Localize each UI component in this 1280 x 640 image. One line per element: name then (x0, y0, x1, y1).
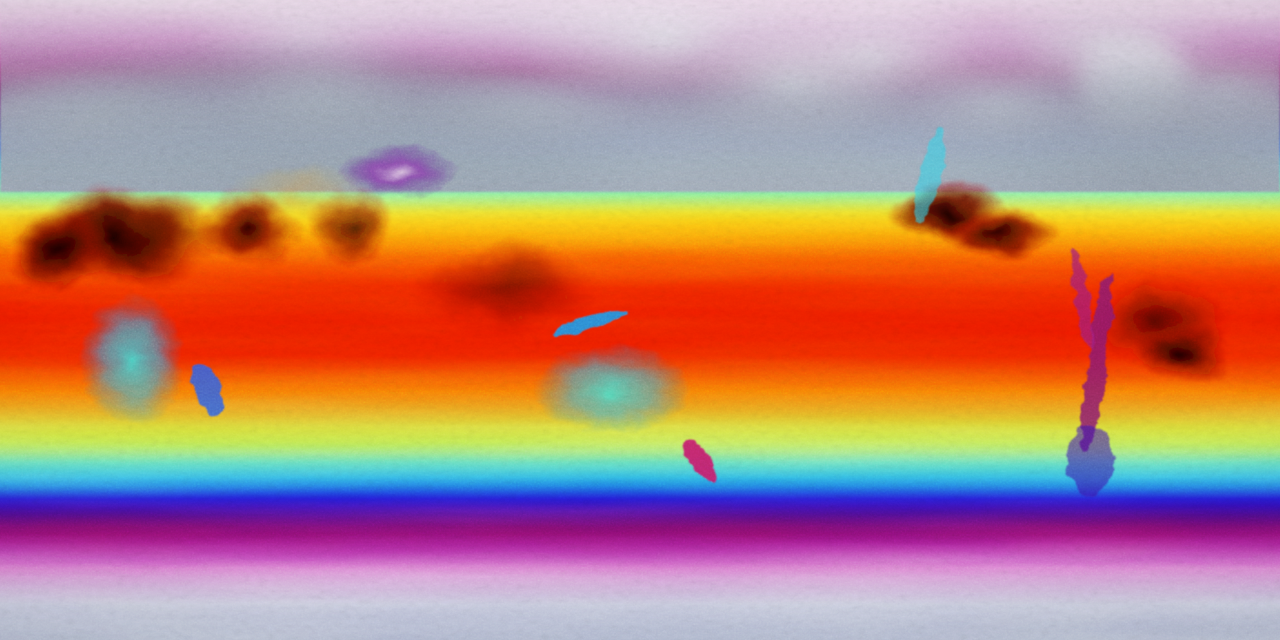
global-temperature-map: Global Surface Air Temperature (0, 0, 1280, 640)
edge-vignette (0, 0, 1280, 640)
mid-grain-noise (0, 0, 1280, 640)
